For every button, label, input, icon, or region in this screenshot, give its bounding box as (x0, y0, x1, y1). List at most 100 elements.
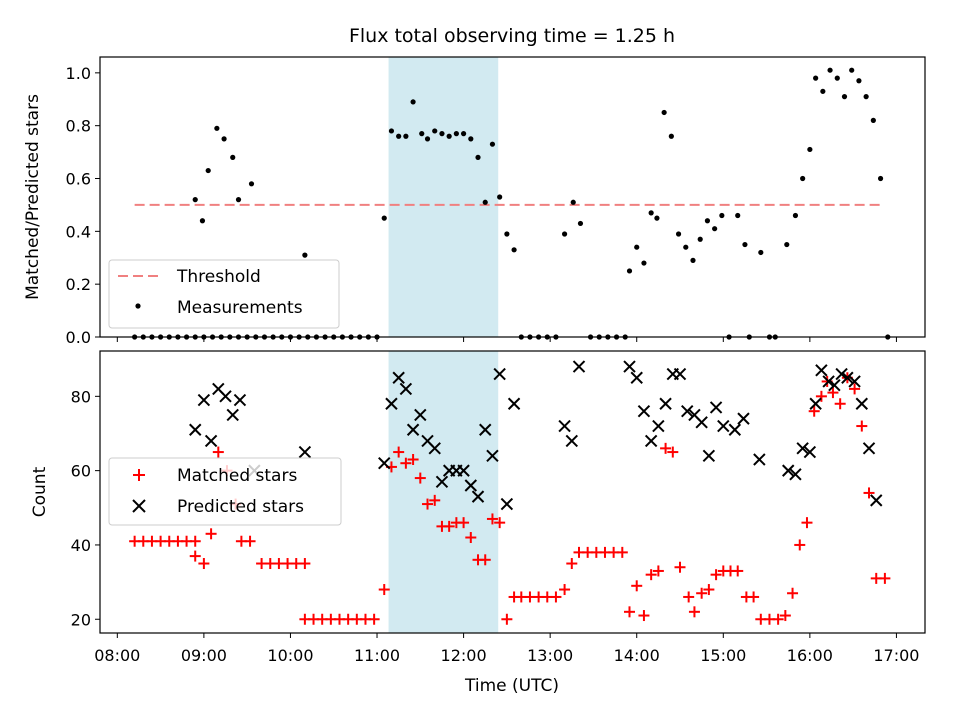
matched-star-point (667, 446, 679, 458)
measurement-point (735, 212, 741, 219)
predicted-star-point (399, 382, 413, 396)
measurement-point (432, 128, 438, 134)
measurement-point (863, 94, 869, 100)
matched-star-point (458, 517, 470, 529)
matched-star-point (465, 532, 477, 544)
matched-star-point (244, 535, 256, 547)
matched-star-point (616, 546, 628, 558)
predicted-star-point (737, 412, 750, 425)
measurement-point (648, 210, 654, 216)
measurement-point (870, 117, 876, 123)
matched-star-point (566, 558, 578, 570)
measurement-point (800, 175, 806, 182)
measurement-point (381, 215, 387, 221)
matched-star-point (674, 561, 686, 573)
x-tick-label: 16:00 (787, 646, 833, 665)
measurement-point (511, 247, 517, 253)
measurement-point (475, 154, 481, 160)
predicted-star-point (637, 404, 651, 418)
predicted-star-point (486, 449, 499, 462)
measurement-point (668, 133, 674, 139)
matched-star-point (732, 565, 744, 577)
predicted-star-point (782, 464, 795, 477)
predicted-star-point (500, 497, 514, 511)
matched-star-point (638, 610, 650, 622)
predicted-star-point (378, 456, 391, 470)
measurement-point (820, 88, 826, 94)
measurement-point (235, 197, 242, 203)
measurement-point (468, 136, 474, 142)
matched-star-point (429, 494, 441, 506)
measurement-point (504, 231, 510, 237)
bottom-panel: 20 40 60 80 08:00 09:00 10:00 11:00 12:00 13:00 1… (30, 350, 926, 696)
measurement-point (419, 131, 425, 137)
measurement-point (561, 231, 568, 237)
matched-star-point (779, 610, 791, 622)
predicted-star-point (828, 378, 841, 392)
measurement-point (482, 199, 488, 205)
matched-star-point (189, 535, 201, 547)
matched-star-point (422, 498, 434, 510)
x-tick-label: 15:00 (700, 646, 746, 665)
measurement-point (697, 236, 703, 242)
measurement-point (453, 131, 459, 137)
measurement-point (704, 218, 711, 224)
measurement-point (813, 75, 819, 81)
predicted-star-point (197, 393, 211, 407)
matched-star-point (863, 487, 875, 499)
matched-star-point (652, 565, 664, 577)
predicted-star-point (414, 408, 427, 422)
measurement-point (199, 218, 206, 224)
legend-predicted-swatch (132, 499, 146, 513)
matched-star-point (212, 446, 224, 458)
matched-star-point (494, 517, 506, 529)
predicted-star-point (226, 408, 239, 422)
measurement-point (856, 78, 862, 84)
bottom-y-tick-label: 80 (71, 387, 91, 406)
predicted-star-point (870, 494, 883, 507)
measurement-point (807, 146, 813, 153)
matched-star-point (407, 453, 419, 465)
predicted-star-point (558, 419, 571, 433)
top-y-tick-label: 1.0 (66, 64, 91, 83)
measurement-point (841, 94, 848, 100)
matched-star-point (808, 405, 820, 417)
bottom-y-axis-label: Count (30, 466, 50, 517)
matched-star-point (205, 528, 217, 540)
predicted-star-point (644, 434, 658, 448)
predicted-star-point (392, 371, 405, 384)
bottom-legend-box (108, 457, 342, 526)
matched-star-point (559, 584, 571, 596)
bottom-y-tick-label: 20 (71, 610, 91, 629)
chart-title: Flux total observing time = 1.25 h (349, 25, 675, 47)
matched-star-point (787, 587, 799, 599)
matched-star-point (299, 558, 311, 570)
measurement-point (221, 136, 227, 142)
matched-star-point (794, 539, 806, 551)
predicted-star-point (493, 367, 506, 381)
x-tick-label: 10:00 (267, 646, 313, 665)
measurement-point (388, 128, 395, 134)
bottom-observing-interval (388, 351, 499, 633)
predicted-star-point (479, 423, 492, 436)
matched-star-point (645, 569, 657, 581)
bottom-legend: Matched stars Predicted stars (108, 457, 342, 526)
x-tick-label: 17:00 (873, 646, 919, 665)
matched-star-point (748, 591, 760, 603)
predicted-star-point (464, 479, 478, 492)
matched-star-point (660, 442, 672, 454)
measurement-point (675, 231, 682, 237)
top-y-tick-label: 0.4 (66, 222, 91, 241)
matched-star-point (879, 572, 891, 584)
predicted-star-point (406, 423, 420, 436)
matched-star-point (815, 390, 827, 402)
predicted-star-point (673, 367, 687, 381)
matched-star-point (198, 558, 210, 570)
measurement-point (683, 244, 689, 250)
measurement-point (460, 131, 467, 137)
matched-star-point (710, 569, 722, 581)
measurement-point (661, 109, 667, 116)
predicted-star-point (189, 423, 202, 436)
matched-star-point (443, 520, 455, 532)
measurement-point (626, 268, 633, 274)
